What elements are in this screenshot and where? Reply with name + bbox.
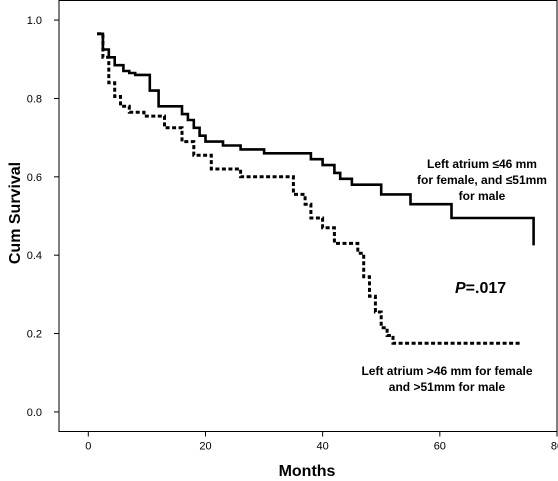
p-value-italic: P <box>455 280 466 297</box>
p-value: P=.017 <box>455 280 506 297</box>
series-2-label-line-1: Left atrium >46 mm for female <box>361 364 532 378</box>
y-axis-title: Cum Survival <box>7 162 24 264</box>
y-tick-label: 0.4 <box>27 250 42 262</box>
x-tick-label: 20 <box>199 441 211 453</box>
survival-curve-large-atrium <box>97 32 522 345</box>
y-tick-label: 0.2 <box>27 329 42 341</box>
y-tick-label: 0.6 <box>27 172 42 184</box>
x-tick-label: 80 <box>551 441 558 453</box>
series-1-label-line-1: Left atrium ≤46 mm <box>427 157 537 171</box>
series-2-label-line-2: and >51mm for male <box>389 380 506 394</box>
y-tick-label: 1.0 <box>27 15 42 27</box>
y-tick-label: 0.8 <box>27 93 42 105</box>
series-1-label-line-3: for male <box>459 189 506 203</box>
p-value-number: =.017 <box>466 280 507 297</box>
x-tick-label: 40 <box>317 441 329 453</box>
series-1-label-line-2: for female, and ≤51mm <box>417 173 547 187</box>
x-tick-label: 0 <box>85 441 91 453</box>
survival-curve-small-atrium <box>97 32 535 246</box>
x-axis-title: Months <box>279 463 336 480</box>
plot-frame <box>58 0 558 432</box>
x-tick-label: 60 <box>434 441 446 453</box>
y-tick-label: 0.0 <box>27 407 42 419</box>
